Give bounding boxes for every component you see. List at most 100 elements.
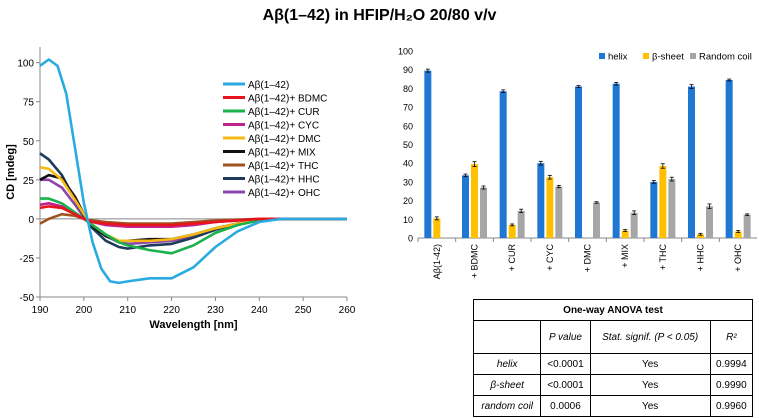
bar-category-label: + CYC bbox=[545, 244, 555, 271]
legend-label: Aβ(1–42)+ MIX bbox=[248, 148, 316, 159]
bar-y-tick-label: 10 bbox=[403, 215, 413, 225]
anova-header-cell: Stat. signif. (P < 0.05) bbox=[589, 320, 711, 354]
legend-label: Aβ(1–42)+ DMC bbox=[248, 134, 321, 145]
x-tick-label: 220 bbox=[163, 305, 180, 316]
anova-header-cell: P value bbox=[540, 320, 591, 354]
bar bbox=[688, 86, 695, 238]
bar bbox=[508, 224, 516, 238]
anova-header-cell bbox=[472, 320, 542, 354]
bar-category-label: + DMC bbox=[583, 244, 593, 273]
bar-y-tick-label: 20 bbox=[403, 196, 413, 206]
bar bbox=[424, 70, 432, 238]
y-tick-label: 25 bbox=[23, 176, 35, 187]
bar-category-label: Aβ(1-42) bbox=[432, 244, 442, 279]
bar bbox=[706, 206, 713, 238]
anova-row-label: helix bbox=[472, 353, 542, 375]
bar-category-label: + HHC bbox=[696, 244, 706, 272]
bar bbox=[480, 187, 487, 238]
bar-y-tick-label: 100 bbox=[398, 47, 413, 57]
bar bbox=[462, 175, 469, 238]
page-title: Aβ(1–42) in HFIP/H₂O 20/80 v/v bbox=[262, 7, 497, 24]
anova-r2: 0.9960 bbox=[709, 395, 754, 417]
anova-row-label: β-sheet bbox=[472, 374, 542, 396]
y-tick-label: 50 bbox=[23, 137, 35, 148]
bar bbox=[517, 210, 525, 238]
legend-label: Aβ(1–42)+ HHC bbox=[248, 175, 320, 186]
bar bbox=[725, 79, 733, 238]
x-axis-label: Wavelength [nm] bbox=[149, 319, 238, 331]
bar-legend-label: Random coil bbox=[699, 52, 752, 63]
anova-title: One-way ANOVA test bbox=[473, 299, 753, 321]
bar-legend-label: helix bbox=[608, 52, 628, 63]
bar-category-label: + BDMC bbox=[470, 244, 480, 279]
cd-series-line bbox=[39, 212, 347, 225]
anova-table: One-way ANOVA test P value Stat. signif.… bbox=[472, 299, 754, 417]
anova-r2: 0.9994 bbox=[709, 353, 754, 375]
anova-p-value: <0.0001 bbox=[540, 353, 591, 375]
anova-significance: Yes bbox=[589, 353, 711, 375]
bar-y-tick-label: 40 bbox=[403, 159, 413, 169]
bar-y-tick-label: 60 bbox=[403, 121, 413, 131]
bar-y-tick-label: 0 bbox=[408, 234, 413, 244]
bar-legend-swatch bbox=[643, 53, 649, 59]
cd-series-line bbox=[39, 58, 347, 285]
bar bbox=[734, 231, 742, 238]
y-tick-label: -50 bbox=[20, 293, 35, 304]
bar-y-tick-label: 70 bbox=[403, 103, 413, 113]
anova-header-cell: R² bbox=[709, 320, 754, 354]
bar bbox=[575, 86, 582, 238]
x-tick-label: 210 bbox=[119, 305, 136, 316]
legend-label: Aβ(1–42) bbox=[248, 80, 289, 91]
x-tick-label: 200 bbox=[76, 305, 93, 316]
bar-y-tick-label: 90 bbox=[403, 65, 413, 75]
legend-label: Aβ(1–42)+ CUR bbox=[248, 107, 320, 118]
x-tick-label: 250 bbox=[295, 305, 312, 316]
bar-category-label: + CUR bbox=[507, 244, 517, 272]
bar bbox=[471, 164, 478, 238]
anova-significance: Yes bbox=[589, 374, 711, 396]
y-axis-label: CD [mdeg] bbox=[5, 144, 17, 200]
y-tick-label: 0 bbox=[28, 215, 34, 226]
anova-row: helix <0.0001 Yes 0.9994 bbox=[472, 353, 754, 375]
bar-legend-swatch bbox=[599, 53, 605, 59]
bar-y-tick-label: 80 bbox=[403, 84, 413, 94]
bar bbox=[650, 181, 658, 238]
y-tick-label: 100 bbox=[17, 59, 34, 70]
bar-category-label: + MIX bbox=[620, 244, 630, 268]
cd-series-line bbox=[40, 197, 347, 255]
legend-label: Aβ(1–42)+ OHC bbox=[248, 188, 320, 199]
legend-label: Aβ(1–42)+ THC bbox=[248, 161, 319, 172]
bar bbox=[668, 179, 676, 238]
bar bbox=[499, 91, 507, 238]
y-tick-label: -25 bbox=[20, 254, 35, 265]
bar bbox=[743, 214, 751, 238]
anova-row: random coil 0.0006 Yes 0.9960 bbox=[472, 395, 754, 417]
bar bbox=[593, 202, 600, 238]
cd-series-line bbox=[39, 205, 347, 227]
bar-legend-label: β-sheet bbox=[652, 52, 684, 63]
bar bbox=[555, 186, 563, 238]
bar bbox=[612, 83, 620, 238]
bar bbox=[659, 166, 667, 238]
bar-category-label: + OHC bbox=[733, 244, 743, 272]
bar bbox=[697, 234, 704, 238]
bar bbox=[433, 218, 441, 238]
y-tick-label: 75 bbox=[23, 98, 35, 109]
bar bbox=[630, 212, 638, 238]
bar bbox=[537, 163, 545, 238]
anova-p-value: <0.0001 bbox=[540, 374, 591, 396]
anova-row-label: random coil bbox=[472, 395, 542, 417]
legend-label: Aβ(1–42)+ CYC bbox=[248, 121, 319, 132]
x-tick-label: 230 bbox=[207, 305, 224, 316]
anova-r2: 0.9990 bbox=[709, 374, 754, 396]
anova-significance: Yes bbox=[589, 395, 711, 417]
bar bbox=[621, 230, 629, 238]
bar-y-tick-label: 30 bbox=[403, 177, 413, 187]
bar-y-tick-label: 50 bbox=[403, 140, 413, 150]
x-tick-label: 190 bbox=[32, 305, 49, 316]
bar-legend-swatch bbox=[690, 53, 696, 59]
legend-label: Aβ(1–42)+ BDMC bbox=[248, 94, 327, 105]
anova-row: β-sheet <0.0001 Yes 0.9990 bbox=[472, 374, 754, 396]
x-tick-label: 240 bbox=[251, 305, 268, 316]
